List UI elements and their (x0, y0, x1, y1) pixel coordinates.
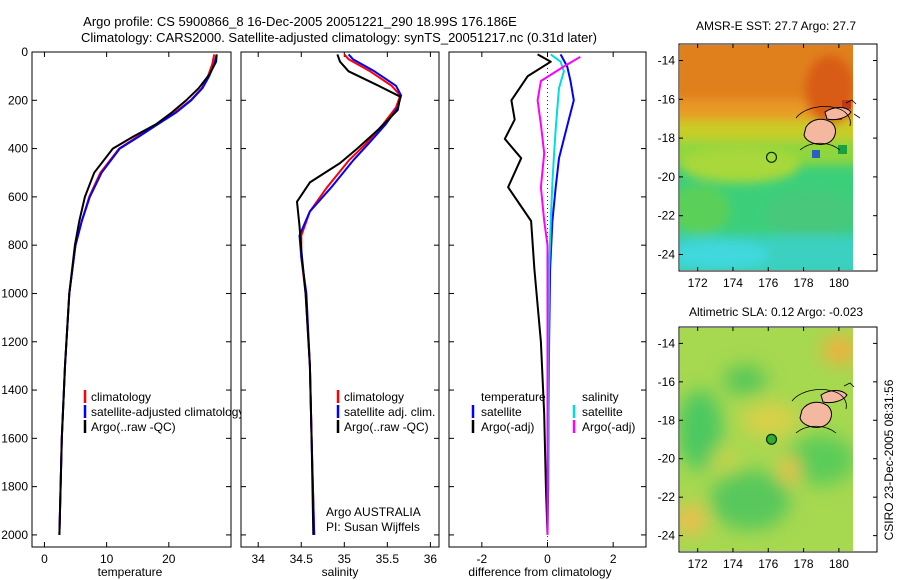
diff-xtick-label: 0 (544, 552, 551, 566)
temp-xtick-label: 0 (41, 552, 48, 566)
salinity-legend-satellite-adj: satellite adj. clim. (344, 405, 435, 419)
figure-title-line2: Climatology: CARS2000. Satellite-adjuste… (81, 30, 597, 45)
sla-lat-tick-label: -18 (658, 413, 676, 427)
sal-xtick-label: 35 (338, 552, 352, 566)
difference-legend-salinity-header: salinity (582, 390, 619, 404)
depth-tick-label: 1600 (1, 431, 28, 445)
sst-argo-position-marker (765, 151, 778, 163)
difference-legend-temperature-header: temperature (481, 390, 546, 404)
sla-lon-tick-label: 172 (688, 557, 708, 571)
sla-lon-tick-label: 174 (723, 557, 743, 571)
temperature-axes-frame (31, 51, 232, 548)
sst-lon-tick-label: 178 (794, 276, 814, 290)
salinity-legend-argo: Argo(..raw -QC) (344, 420, 429, 434)
salinity-lines (296, 53, 403, 535)
temperature-ticks: 0 200 400 600 800 1000 1200 1400 1600 1800 2000 0 10… (1, 45, 231, 566)
sla-lat-tick-label: -22 (658, 490, 676, 504)
sal-xtick-label: 34 (252, 552, 266, 566)
depth-tick-label: 1400 (1, 383, 28, 397)
temp-xtick-label: 20 (162, 552, 176, 566)
sla-lat-tick-label: -24 (658, 529, 676, 543)
temperature-legend-satellite-adjusted: satellite-adjusted climatology (91, 405, 244, 419)
pi-label: PI: Susan Wijffels (326, 520, 420, 534)
sla-lat-tick-label: -20 (658, 452, 676, 466)
sla-argo-position-marker (765, 433, 778, 445)
salinity-legend: climatology satellite adj. clim. Argo(..… (336, 390, 435, 434)
difference-xlabel: difference from climatology (468, 565, 611, 579)
sal-xtick-label: 34.5 (290, 552, 314, 566)
temperature-legend-climatology: climatology (91, 390, 151, 404)
sla-lon-tick-label: 178 (794, 557, 814, 571)
sla-map-title: Altimetric SLA: 0.12 Argo: -0.023 (689, 305, 863, 319)
salinity-xlabel: salinity (322, 565, 359, 579)
depth-tick-label: 200 (8, 93, 28, 107)
difference-legend: temperature satellite Argo(-adj) salinit… (471, 390, 635, 434)
salinity-axes-frame (240, 51, 440, 548)
sla-lat-tick-label: -16 (658, 375, 676, 389)
difference-lines (503, 53, 581, 535)
temperature-legend-argo: Argo(..raw -QC) (91, 420, 176, 434)
depth-tick-label: 400 (8, 142, 28, 156)
depth-tick-label: 800 (8, 238, 28, 252)
sla-map-ticks: 172 174 176 178 180 -14 -16 -18 -20 -22 -24 (658, 327, 877, 571)
sst-lat-tick-label: -14 (658, 54, 676, 68)
salinity-panel: 34 34.5 35 35.5 36 salinity climatology sate… (240, 51, 440, 579)
figure-title-line1: Argo profile: CS 5900866_8 16-Dec-2005 2… (83, 14, 517, 29)
salinity-legend-climatology: climatology (344, 390, 404, 404)
sst-lat-tick-label: -20 (658, 170, 676, 184)
credit-timestamp: CSIRO 23-Dec-2005 08:31:56 (882, 379, 896, 540)
diff-xtick-label: 2 (610, 552, 617, 566)
sst-lon-tick-label: 174 (723, 276, 743, 290)
sla-lat-tick-label: -14 (658, 336, 676, 350)
diff-xtick-label: -2 (476, 552, 487, 566)
salinity-ticks: 34 34.5 35 35.5 36 (241, 51, 439, 566)
difference-panel: -2 0 2 difference from climatology tempera… (448, 51, 647, 579)
sst-lon-tick-label: 176 (758, 276, 778, 290)
sal-xtick-label: 35.5 (376, 552, 400, 566)
sst-map-panel: AMSR-E SST: 27.7 Argo: 27.7 (658, 19, 878, 290)
sst-lon-tick-label: 180 (829, 276, 849, 290)
difference-legend-sal-argo: Argo(-adj) (582, 420, 635, 434)
depth-tick-label: 600 (8, 190, 28, 204)
depth-tick-label: 1200 (1, 335, 28, 349)
difference-legend-sal-satellite: satellite (582, 405, 623, 419)
difference-legend-temp-satellite: satellite (481, 405, 522, 419)
temperature-panel: 0 200 400 600 800 1000 1200 1400 1600 1800 2000 0 10… (1, 45, 244, 579)
diff-series-salinity-argo-adj- (536, 55, 581, 535)
sst-lat-tick-label: -24 (658, 247, 676, 261)
depth-tick-label: 1000 (1, 286, 28, 300)
sla-lon-tick-label: 180 (829, 557, 849, 571)
sst-map-fiji-coastline (795, 99, 861, 151)
sla-map-field (680, 328, 853, 551)
sst-lat-tick-label: -16 (658, 92, 676, 106)
sst-lat-tick-label: -18 (658, 131, 676, 145)
temp-series-argo-raw-qc- (58, 54, 218, 535)
sst-lon-tick-label: 172 (688, 276, 708, 290)
diff-series-temperature-argo-adj- (503, 53, 552, 535)
sal-xtick-label: 36 (424, 552, 438, 566)
temperature-xlabel: temperature (98, 565, 163, 579)
temp-xtick-label: 10 (100, 552, 114, 566)
depth-tick-label: 1800 (1, 480, 28, 494)
sla-map-panel: Altimetric SLA: 0.12 Argo: -0.023 (658, 305, 878, 571)
sst-lat-tick-label: -22 (658, 209, 676, 223)
temperature-legend: climatology satellite-adjusted climatolo… (83, 390, 244, 434)
difference-ticks: -2 0 2 (449, 51, 646, 566)
sst-map-ticks: 172 174 176 178 180 -14 -16 -18 -20 -22 -24 (658, 44, 877, 290)
sst-map-title: AMSR-E SST: 27.7 Argo: 27.7 (696, 19, 856, 33)
sla-map-fiji-coastline (791, 382, 855, 434)
temperature-lines (58, 54, 218, 535)
argo-program-label: Argo AUSTRALIA (326, 505, 421, 519)
sla-lon-tick-label: 176 (758, 557, 778, 571)
difference-legend-temp-argo: Argo(-adj) (481, 420, 534, 434)
sal-series-argo-raw-qc- (296, 54, 402, 535)
depth-tick-label: 0 (21, 45, 28, 59)
depth-tick-label: 2000 (1, 528, 28, 542)
